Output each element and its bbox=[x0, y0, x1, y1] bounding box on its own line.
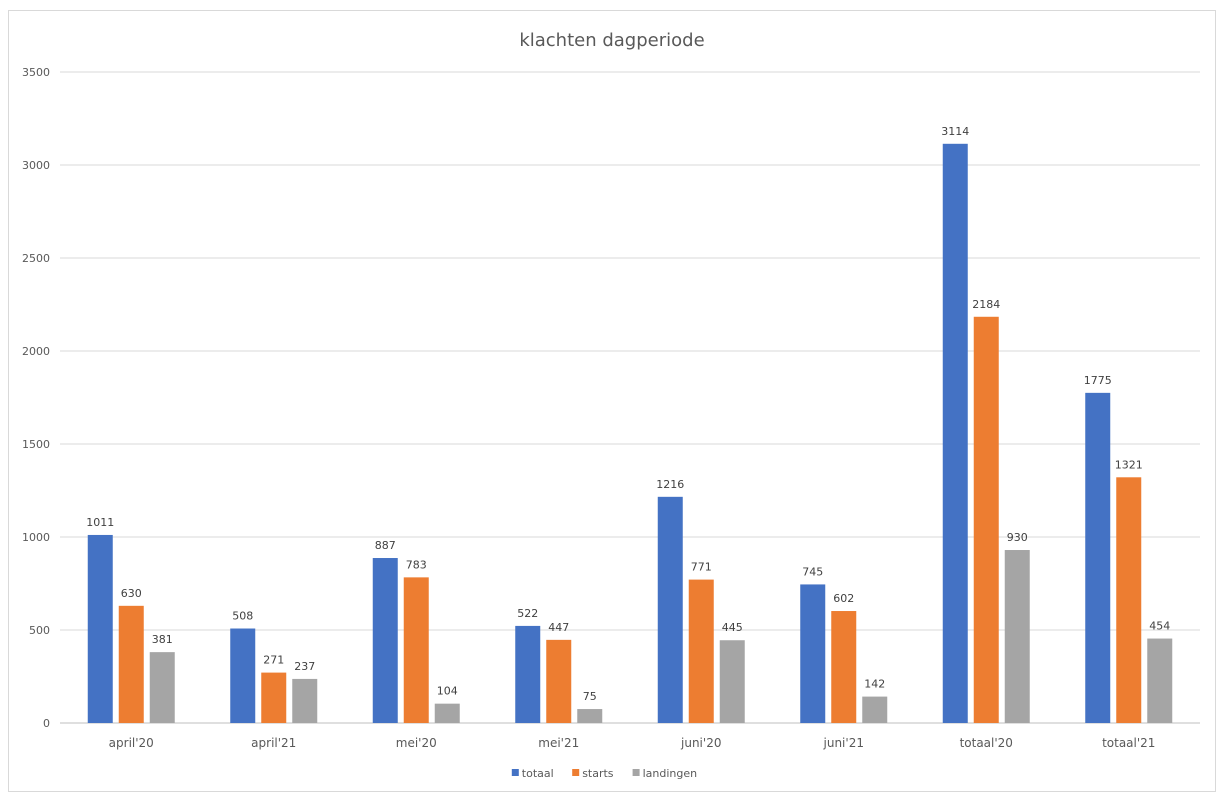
chart-title: klachten dagperiode bbox=[519, 30, 704, 51]
data-label: 75 bbox=[583, 690, 597, 703]
bar-landingen bbox=[719, 640, 745, 723]
data-label: 142 bbox=[864, 678, 885, 691]
data-label: 630 bbox=[121, 587, 142, 600]
bar-landingen bbox=[862, 696, 888, 723]
data-label: 745 bbox=[802, 565, 823, 578]
bar-landingen bbox=[577, 709, 603, 723]
bar-starts bbox=[261, 672, 287, 723]
data-label: 1216 bbox=[656, 478, 684, 491]
data-label: 104 bbox=[437, 685, 458, 698]
bar-starts bbox=[1116, 477, 1142, 723]
data-label: 445 bbox=[722, 621, 743, 634]
y-tick-label: 3500 bbox=[22, 66, 50, 79]
legend-swatch-landingen bbox=[632, 769, 640, 776]
legend-swatch-totaal bbox=[511, 769, 519, 776]
y-tick-label: 2500 bbox=[22, 252, 50, 265]
bar-totaal bbox=[515, 625, 541, 723]
bar-totaal bbox=[942, 143, 968, 723]
x-category-label: mei'20 bbox=[396, 736, 437, 750]
data-label: 2184 bbox=[972, 298, 1000, 311]
data-label: 381 bbox=[152, 633, 173, 646]
legend-swatch-starts bbox=[572, 769, 580, 776]
x-category-label: april'21 bbox=[251, 736, 296, 750]
legend-label-totaal: totaal bbox=[522, 767, 554, 780]
data-label: 602 bbox=[833, 592, 854, 605]
data-label: 783 bbox=[406, 558, 427, 571]
bar-landingen bbox=[1004, 550, 1030, 723]
bar-totaal bbox=[800, 584, 826, 723]
bar-totaal bbox=[657, 496, 683, 723]
data-label: 237 bbox=[294, 660, 315, 673]
bar-totaal bbox=[1085, 392, 1111, 723]
bar-totaal bbox=[372, 558, 398, 723]
bar-starts bbox=[118, 605, 144, 723]
y-tick-label: 0 bbox=[43, 717, 50, 730]
bar-starts bbox=[973, 316, 999, 723]
data-label: 887 bbox=[375, 539, 396, 552]
x-category-label: april'20 bbox=[109, 736, 154, 750]
bar-starts bbox=[831, 611, 857, 723]
y-tick-label: 1000 bbox=[22, 531, 50, 544]
x-axis-categories: april'20 april'21 mei'20 mei'21 juni'20 juni'… bbox=[109, 736, 1156, 750]
data-label: 930 bbox=[1007, 531, 1028, 544]
x-category-label: totaal'21 bbox=[1102, 736, 1155, 750]
bar-landingen bbox=[1147, 638, 1173, 723]
y-tick-label: 2000 bbox=[22, 345, 50, 358]
bar-landingen bbox=[149, 652, 175, 723]
y-tick-label: 500 bbox=[29, 624, 50, 637]
data-label: 1321 bbox=[1115, 458, 1143, 471]
bar-totaal bbox=[230, 628, 256, 723]
legend-label-landingen: landingen bbox=[643, 767, 698, 780]
data-label: 454 bbox=[1149, 620, 1170, 633]
data-label: 271 bbox=[263, 654, 284, 667]
bar-totaal bbox=[87, 534, 113, 723]
bar-landingen bbox=[434, 703, 460, 723]
bar-landingen bbox=[292, 678, 318, 723]
legend-label-starts: starts bbox=[582, 767, 614, 780]
data-label: 771 bbox=[691, 561, 712, 574]
bar-starts bbox=[688, 579, 714, 723]
bar-starts bbox=[403, 577, 429, 723]
data-label: 1775 bbox=[1084, 374, 1112, 387]
x-category-label: totaal'20 bbox=[960, 736, 1013, 750]
legend: totaal starts landingen bbox=[511, 767, 698, 780]
x-category-label: juni'20 bbox=[680, 736, 721, 750]
y-axis-ticks: 0 500 1000 1500 2000 2500 3000 3500 bbox=[22, 66, 50, 730]
bar-starts bbox=[546, 639, 572, 723]
x-category-label: mei'21 bbox=[538, 736, 579, 750]
data-label: 447 bbox=[548, 621, 569, 634]
data-label: 1011 bbox=[86, 516, 114, 529]
y-tick-label: 3000 bbox=[22, 159, 50, 172]
data-label: 3114 bbox=[941, 125, 969, 138]
data-label: 522 bbox=[517, 607, 538, 620]
bars bbox=[87, 143, 1173, 723]
y-tick-label: 1500 bbox=[22, 438, 50, 451]
data-labels: 1011 630 381 508 271 237 887 783 104 522 447 75 1216… bbox=[86, 125, 1170, 703]
x-category-label: juni'21 bbox=[823, 736, 864, 750]
data-label: 508 bbox=[232, 610, 253, 623]
